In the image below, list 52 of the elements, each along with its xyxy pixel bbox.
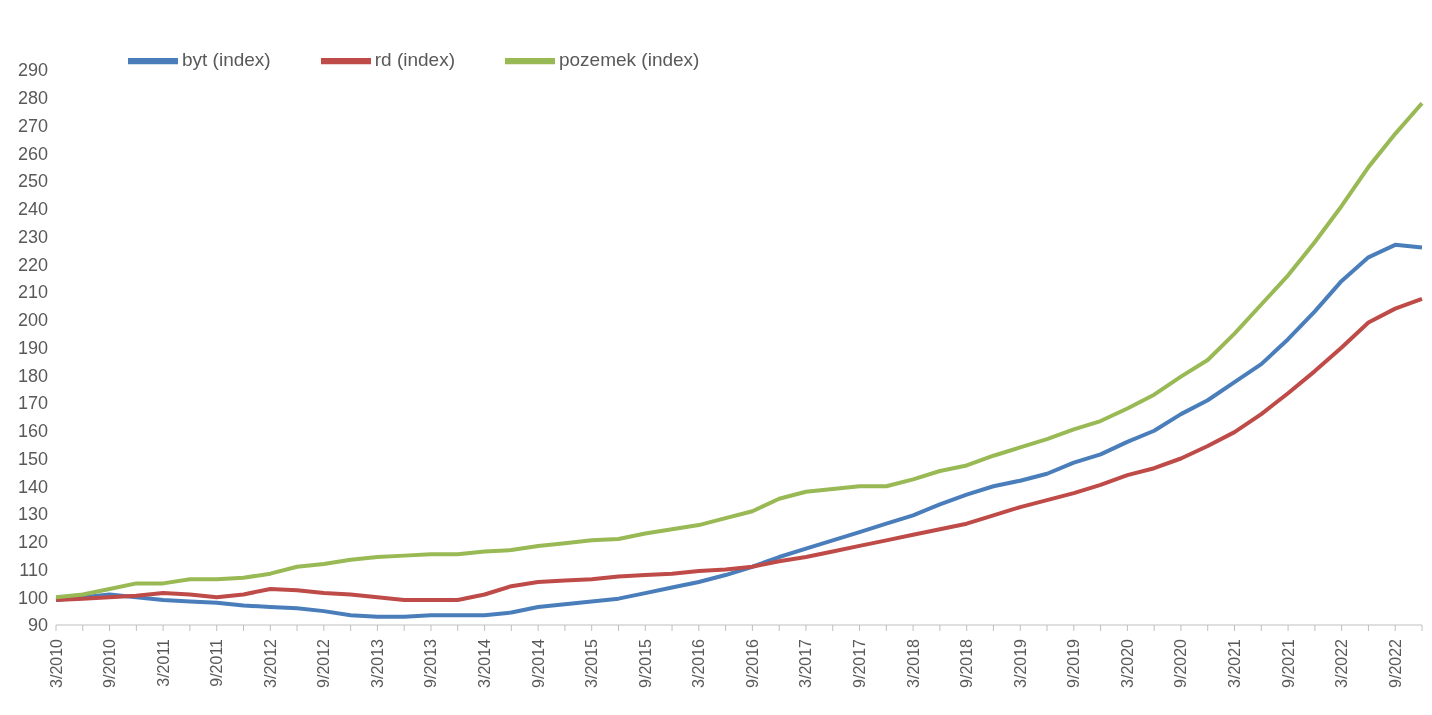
y-tick-label: 280 xyxy=(17,88,48,109)
y-tick-label: 270 xyxy=(17,115,48,136)
x-tick-label: 3/2010 xyxy=(47,638,65,688)
x-tick-label: 9/2018 xyxy=(958,638,976,688)
x-tick-label: 3/2020 xyxy=(1118,638,1136,688)
y-tick-label: 240 xyxy=(17,199,48,220)
x-tick-label: 3/2021 xyxy=(1226,638,1244,688)
y-tick-label: 150 xyxy=(17,448,48,469)
line-series xyxy=(54,296,1424,603)
x-tick-label: 9/2019 xyxy=(1065,638,1083,688)
y-tick-label: 210 xyxy=(17,282,48,303)
x-tick-label: 9/2017 xyxy=(851,638,869,688)
x-tick-label: 3/2018 xyxy=(904,638,922,688)
x-tick-label: 3/2019 xyxy=(1011,638,1029,688)
x-tick-label: 9/2012 xyxy=(315,638,333,688)
x-tick-label: 3/2014 xyxy=(476,638,494,688)
x-tick-label: 9/2020 xyxy=(1172,638,1190,688)
y-tick-label: 250 xyxy=(17,171,48,192)
y-tick-label: 110 xyxy=(19,559,48,580)
x-tick-label: 3/2012 xyxy=(261,638,279,688)
y-tick-label: 130 xyxy=(17,504,48,525)
legend-label: byt (index) xyxy=(182,49,271,71)
x-tick-label: 9/2014 xyxy=(529,638,547,688)
x-tick-label: 9/2015 xyxy=(636,638,654,688)
y-tick-label: 200 xyxy=(17,310,48,331)
x-tick-label: 3/2016 xyxy=(690,638,708,688)
y-tick-label: 100 xyxy=(17,587,48,608)
x-tick-label: 3/2015 xyxy=(583,638,601,688)
x-tick-label: 9/2016 xyxy=(743,638,761,688)
y-tick-label: 220 xyxy=(17,254,48,275)
x-tick-label: 3/2022 xyxy=(1333,638,1351,688)
x-tick-label: 9/2013 xyxy=(422,638,440,688)
x-tick-label: 9/2021 xyxy=(1279,638,1297,688)
x-tick-label: 9/2010 xyxy=(101,638,119,688)
x-tick-label: 9/2011 xyxy=(208,638,226,687)
y-tick-label: 90 xyxy=(27,615,48,636)
x-tick-label: 3/2013 xyxy=(368,638,386,688)
y-tick-label: 230 xyxy=(17,226,48,247)
x-tick-label: 3/2011 xyxy=(154,638,172,687)
y-tick-label: 160 xyxy=(17,421,48,442)
y-tick-label: 140 xyxy=(17,476,48,497)
y-tick-label: 260 xyxy=(17,143,48,164)
y-tick-label: 120 xyxy=(17,532,48,553)
y-tick-label: 180 xyxy=(17,365,48,386)
x-tick-label: 3/2017 xyxy=(797,638,815,688)
legend-label: pozemek (index) xyxy=(558,49,700,71)
legend-label: rd (index) xyxy=(374,49,455,71)
y-tick-label: 290 xyxy=(17,60,48,81)
y-tick-label: 190 xyxy=(17,337,48,358)
x-tick-label: 9/2022 xyxy=(1386,638,1404,688)
y-tick-label: 170 xyxy=(17,393,48,414)
line-series xyxy=(54,101,1424,600)
